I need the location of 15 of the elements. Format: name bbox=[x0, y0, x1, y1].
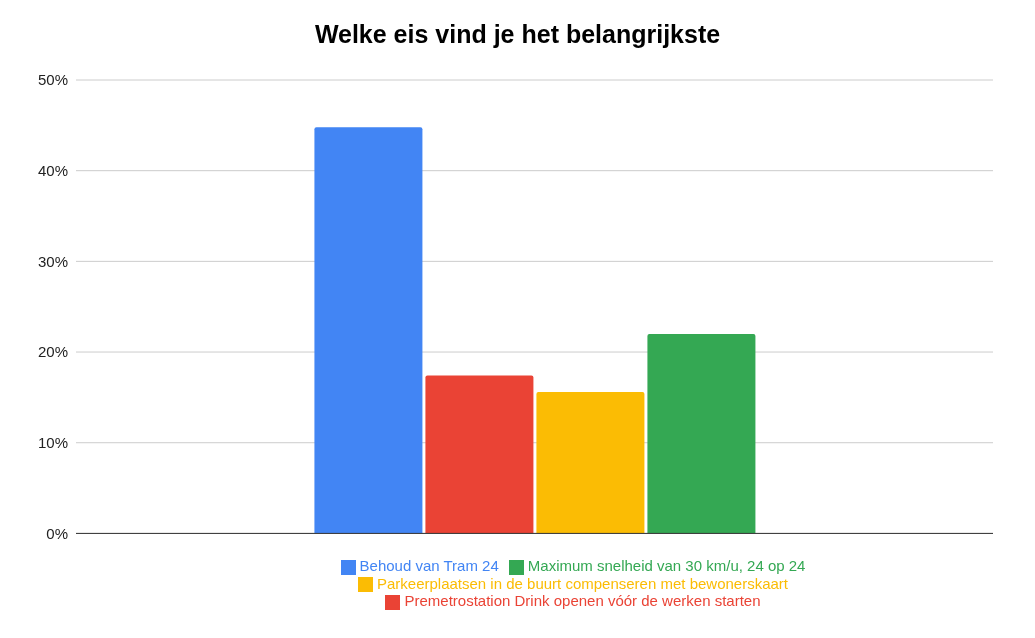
bar bbox=[647, 333, 756, 534]
y-tick-label: 10% bbox=[37, 434, 68, 452]
bar bbox=[314, 127, 423, 534]
legend-label: Maximum snelheid van 30 km/u, 24 op 24 bbox=[527, 557, 806, 575]
bar bbox=[425, 375, 534, 534]
y-tick-label: 0% bbox=[46, 524, 68, 542]
bar bbox=[536, 391, 645, 534]
y-tick-label: 30% bbox=[37, 252, 68, 270]
legend-label: Behoud van Tram 24 bbox=[359, 557, 499, 575]
chart-title: Welke eis vind je het belangrijkste bbox=[313, 20, 722, 50]
y-tick-label: 20% bbox=[37, 343, 68, 361]
y-tick-label: 40% bbox=[37, 162, 68, 180]
y-tick-label: 50% bbox=[37, 71, 68, 89]
legend-label: Premetrostation Drink openen vóór de werken starten bbox=[404, 592, 761, 610]
legend-label: Parkeerplaatsen in de buurt compenseren met bewonerskaart bbox=[376, 574, 789, 592]
